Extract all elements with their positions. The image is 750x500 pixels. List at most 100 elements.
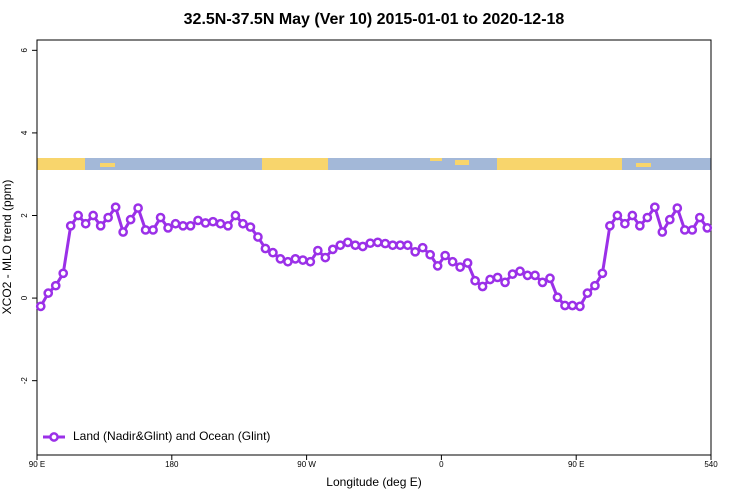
data-point bbox=[185, 220, 196, 231]
data-point bbox=[462, 258, 473, 268]
data-point bbox=[327, 244, 338, 255]
data-point bbox=[223, 220, 233, 231]
data-point bbox=[380, 238, 391, 249]
data-point bbox=[477, 281, 488, 292]
data-point bbox=[507, 269, 518, 279]
data-point bbox=[485, 274, 495, 285]
data-point bbox=[560, 300, 570, 311]
data-point bbox=[522, 270, 533, 281]
data-point bbox=[582, 288, 593, 298]
x-tick-label: 90 W bbox=[297, 460, 316, 469]
data-point bbox=[612, 210, 623, 221]
y-tick-label: -2 bbox=[20, 377, 29, 385]
data-point bbox=[350, 240, 361, 251]
data-point bbox=[35, 301, 46, 312]
data-point bbox=[88, 210, 99, 221]
data-point bbox=[148, 225, 158, 235]
data-point bbox=[620, 218, 630, 229]
data-point bbox=[590, 280, 600, 291]
data-point bbox=[417, 242, 428, 253]
data-point bbox=[357, 241, 368, 252]
data-point bbox=[492, 272, 503, 283]
data-point bbox=[537, 277, 548, 288]
data-point bbox=[410, 246, 421, 257]
data-point bbox=[230, 210, 241, 221]
data-point bbox=[387, 240, 398, 251]
data-point bbox=[575, 301, 585, 312]
y-tick-label: 6 bbox=[20, 48, 29, 53]
x-tick-label: 90 E bbox=[29, 460, 45, 469]
data-point bbox=[312, 245, 323, 256]
data-point bbox=[470, 275, 480, 286]
data-point bbox=[163, 223, 173, 233]
data-point bbox=[432, 261, 443, 271]
data-point bbox=[627, 210, 638, 221]
data-point bbox=[455, 262, 465, 272]
x-tick-label: 90 E bbox=[568, 460, 584, 469]
data-point bbox=[694, 212, 705, 223]
data-point bbox=[298, 255, 308, 265]
data-point bbox=[170, 218, 181, 229]
data-point bbox=[80, 218, 91, 229]
data-point bbox=[635, 220, 645, 231]
data-point bbox=[268, 247, 278, 258]
data-point bbox=[253, 232, 263, 242]
data-point bbox=[118, 227, 128, 237]
data-point bbox=[530, 270, 540, 281]
land-ocean-strip bbox=[37, 158, 711, 170]
data-point bbox=[642, 212, 653, 223]
data-point bbox=[672, 203, 683, 213]
data-point bbox=[110, 202, 121, 213]
y-tick-label: 0 bbox=[20, 295, 29, 300]
x-tick-label: 180 bbox=[165, 460, 179, 469]
y-tick-label: 2 bbox=[20, 213, 29, 218]
x-axis-label: Longitude (deg E) bbox=[326, 475, 421, 489]
data-point bbox=[425, 249, 436, 260]
data-point bbox=[215, 218, 226, 229]
data-point bbox=[238, 218, 248, 229]
data-point bbox=[65, 220, 76, 231]
data-point bbox=[545, 273, 555, 284]
legend-swatch-marker bbox=[49, 432, 59, 442]
data-point bbox=[440, 250, 450, 261]
data-point bbox=[342, 237, 353, 248]
data-point bbox=[140, 225, 151, 235]
data-point bbox=[365, 238, 376, 249]
data-point bbox=[208, 216, 218, 227]
data-point bbox=[605, 220, 615, 231]
data-point bbox=[567, 300, 578, 311]
data-point bbox=[43, 288, 54, 298]
data-point bbox=[320, 252, 331, 263]
data-point bbox=[155, 212, 166, 223]
data-point bbox=[200, 218, 211, 228]
data-point bbox=[335, 240, 346, 251]
data-point bbox=[649, 202, 660, 213]
data-point bbox=[178, 220, 188, 231]
data-point bbox=[679, 225, 690, 235]
data-point bbox=[552, 292, 563, 303]
data-point bbox=[50, 280, 61, 291]
data-point bbox=[283, 256, 293, 267]
data-point bbox=[193, 215, 203, 226]
plot-frame bbox=[36, 39, 712, 456]
data-point bbox=[58, 268, 69, 279]
data-point bbox=[73, 210, 84, 221]
data-point bbox=[133, 203, 143, 213]
legend-label: Land (Nadir&Glint) and Ocean (Glint) bbox=[73, 429, 270, 443]
data-point bbox=[395, 240, 406, 251]
data-point bbox=[664, 214, 675, 225]
chart-title: 32.5N-37.5N May (Ver 10) 2015-01-01 to 2… bbox=[184, 11, 565, 28]
x-tick-label: 0 bbox=[439, 460, 444, 469]
data-point bbox=[402, 240, 413, 251]
data-point bbox=[305, 256, 316, 267]
y-axis-label: XCO2 - MLO trend (ppm) bbox=[0, 180, 14, 315]
data-point bbox=[245, 222, 256, 232]
data-point bbox=[515, 266, 525, 277]
data-point bbox=[290, 254, 301, 264]
data-point bbox=[275, 254, 286, 264]
data-point bbox=[95, 220, 106, 231]
data-point bbox=[702, 223, 713, 233]
data-point bbox=[103, 212, 113, 223]
data-point bbox=[125, 214, 136, 225]
